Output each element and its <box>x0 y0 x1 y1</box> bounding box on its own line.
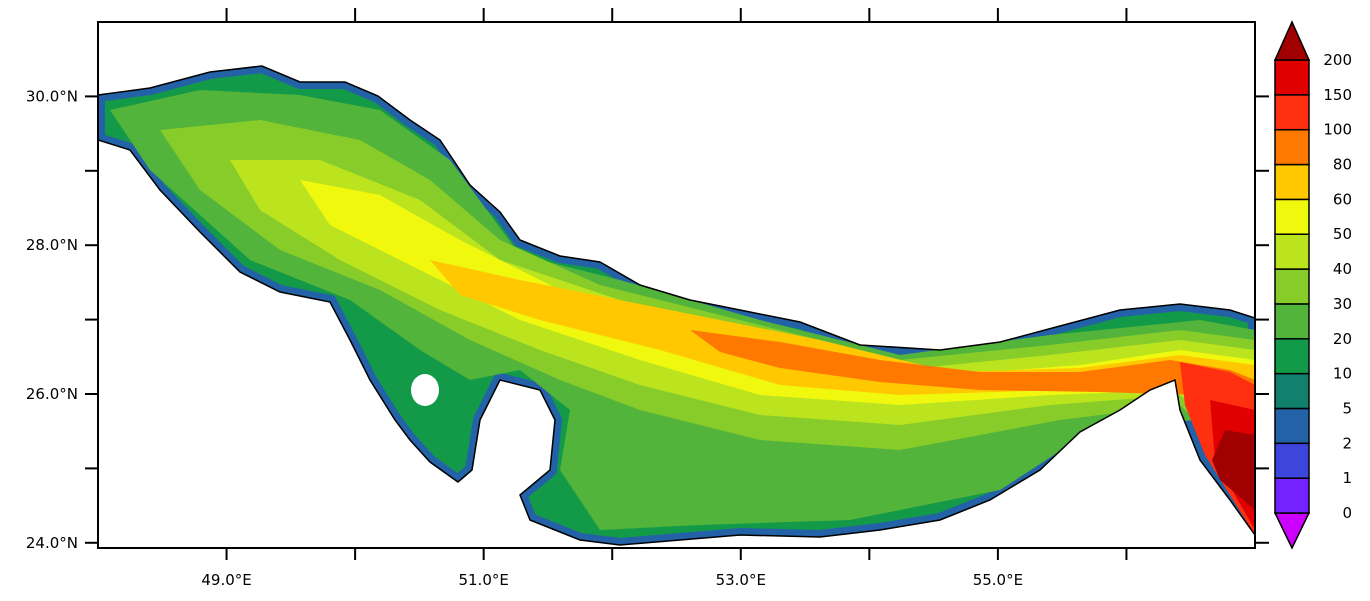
x-tick-label: 53.0°E <box>716 571 766 589</box>
x-tick-label: 55.0°E <box>973 571 1023 589</box>
colorbar-box <box>1274 59 1310 96</box>
colorbar-label: 150 <box>1323 86 1352 104</box>
colorbar-label: 60 <box>1333 190 1352 208</box>
colorbar-label: 0 <box>1342 504 1352 522</box>
colorbar-label: 1 <box>1342 469 1352 487</box>
contour-80-100 <box>690 330 1255 420</box>
y-tick-label: 28.0°N <box>26 236 78 254</box>
colorbar-box <box>1274 128 1310 166</box>
colorbar-label: 20 <box>1333 330 1352 348</box>
colorbar-box <box>1274 338 1310 375</box>
colorbar-label: 30 <box>1333 295 1352 313</box>
x-tick-label: 51.0°E <box>458 571 508 589</box>
y-tick-label: 30.0°N <box>26 87 78 105</box>
axis-ticks: 49.0°E 51.0°E 53.0°E 55.0°E 30.0°N 28.0°N 26.0… <box>26 8 1269 589</box>
colorbar-box <box>1274 268 1310 305</box>
y-tick-label: 26.0°N <box>26 385 78 403</box>
filled-contour-field <box>97 65 1256 546</box>
colorbar-label: 5 <box>1342 399 1352 417</box>
colorbar-label: 10 <box>1333 365 1352 383</box>
colorbar-box <box>1274 442 1310 479</box>
colorbar-extend-low <box>1273 512 1311 550</box>
island-bahrain <box>411 374 439 406</box>
colorbar-box <box>1274 233 1310 270</box>
y-tick-label: 24.0°N <box>26 534 78 552</box>
colorbar-box <box>1274 372 1310 410</box>
colorbar-box <box>1274 94 1310 131</box>
contour-over-200 <box>1212 430 1255 510</box>
colorbar-box <box>1274 407 1310 445</box>
colorbar-extend-high <box>1273 20 1311 61</box>
colorbar-label: 50 <box>1333 225 1352 243</box>
colorbar-box <box>1274 303 1310 340</box>
colorbar: 0 1 2 5 10 20 30 40 50 60 80 100 150 200 <box>1273 20 1352 550</box>
colorbar-box <box>1274 198 1310 235</box>
colorbar-box <box>1274 477 1310 514</box>
colorbar-label: 100 <box>1323 121 1352 139</box>
colorbar-label: 80 <box>1333 156 1352 174</box>
contour-layers <box>98 66 1255 545</box>
map-frame <box>97 21 1256 549</box>
x-tick-label: 49.0°E <box>201 571 251 589</box>
colorbar-label: 200 <box>1323 51 1352 69</box>
colorbar-label: 2 <box>1342 434 1352 452</box>
colorbar-box <box>1274 163 1310 201</box>
colorbar-label: 40 <box>1333 260 1352 278</box>
coastline <box>97 65 1256 546</box>
